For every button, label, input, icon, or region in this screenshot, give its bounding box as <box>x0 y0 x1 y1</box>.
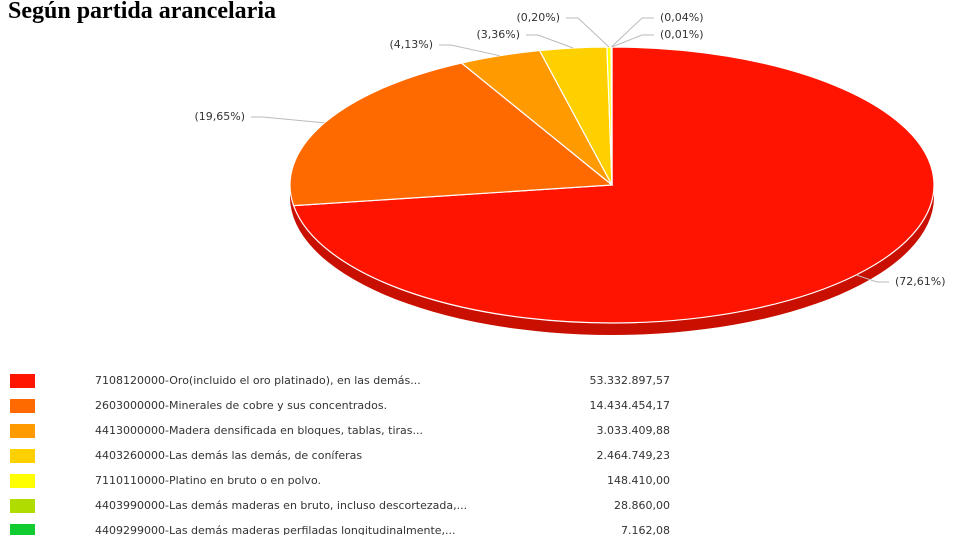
pie-slice <box>289 62 614 207</box>
legend-swatch <box>10 399 35 413</box>
legend-label: 4403990000-Las demás maderas en bruto, i… <box>95 499 467 512</box>
leader-line <box>855 274 889 283</box>
slice-label: (72,61%) <box>895 275 946 288</box>
legend-label: 2603000000-Minerales de cobre y sus conc… <box>95 399 387 412</box>
legend-amount: 14.434.454,17 <box>590 399 670 412</box>
legend-swatch <box>10 474 35 488</box>
slice-label: (4,13%) <box>389 38 433 51</box>
leader-line <box>526 34 574 49</box>
legend-label: 7110110000-Platino en bruto o en polvo. <box>95 474 321 487</box>
legend-amount: 148.410,00 <box>607 474 670 487</box>
slice-label: (19,65%) <box>194 110 245 123</box>
legend-amount: 2.464.749,23 <box>597 449 670 462</box>
chart-title: Según partida arancelaria <box>8 0 276 24</box>
pie-slice <box>292 46 935 324</box>
legend-label: 4409299000-Las demás maderas perfiladas … <box>95 524 456 535</box>
legend-amount: 3.033.409,88 <box>597 424 670 437</box>
legend-swatch <box>10 524 35 535</box>
leader-line <box>566 17 610 48</box>
slice-label: (0,01%) <box>660 28 704 41</box>
legend-amount: 53.332.897,57 <box>590 374 670 387</box>
legend-amount: 28.860,00 <box>614 499 670 512</box>
slice-label: (0,04%) <box>660 11 704 24</box>
leader-line <box>251 116 325 124</box>
legend-swatch <box>10 449 35 463</box>
leader-line <box>611 34 654 48</box>
slice-label: (3,36%) <box>476 28 520 41</box>
leader-line <box>611 17 654 48</box>
legend-label: 4413000000-Madera densificada en bloques… <box>95 424 423 437</box>
legend-swatch <box>10 374 35 388</box>
slice-label: (0,20%) <box>516 11 560 24</box>
legend-amount: 7.162,08 <box>621 524 670 535</box>
legend-label: 4403260000-Las demás las demás, de coníf… <box>95 449 362 462</box>
legend-label: 7108120000-Oro(incluido el oro platinado… <box>95 374 421 387</box>
legend-swatch <box>10 499 35 513</box>
leader-line <box>439 44 500 57</box>
legend-swatch <box>10 424 35 438</box>
